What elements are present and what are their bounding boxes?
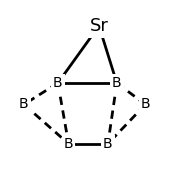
Text: B: B	[112, 76, 122, 90]
Text: B: B	[64, 137, 73, 151]
Text: B: B	[103, 137, 113, 151]
Text: B: B	[19, 97, 29, 111]
Text: B: B	[141, 97, 150, 111]
Text: B: B	[53, 76, 63, 90]
Text: Sr: Sr	[90, 17, 108, 35]
